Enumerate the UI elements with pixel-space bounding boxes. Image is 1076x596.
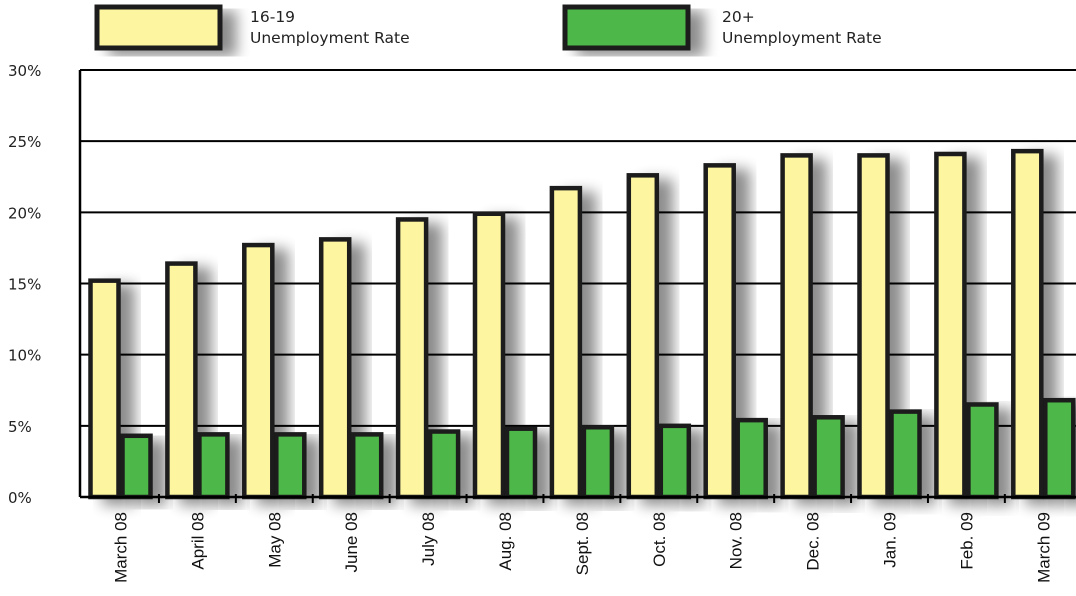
- bar-20-plus: [274, 432, 307, 500]
- x-tick-label: April 08: [188, 512, 207, 570]
- legend: 16-19 Unemployment Rate 20+ Unemployment…: [94, 4, 882, 51]
- y-tick-label: 10%: [8, 347, 41, 365]
- bar-20-plus: [197, 432, 230, 500]
- bar-20-plus: [812, 415, 845, 500]
- x-tick-label: Feb. 09: [957, 512, 976, 570]
- legend-label-16-19-line1: 16-19: [250, 8, 295, 26]
- bar-20-plus: [658, 423, 692, 500]
- bar-20-plus: [504, 426, 538, 500]
- bar-16-19: [165, 261, 198, 500]
- bar-20-plus: [427, 429, 461, 500]
- x-tick-label: Sept. 08: [573, 512, 592, 575]
- bar-16-19: [88, 278, 121, 500]
- bar-20-plus: [120, 433, 153, 500]
- y-axis-ticks: 0% 5% 10% 15% 20% 25% 30%: [8, 62, 41, 507]
- legend-label-16-19-line2: Unemployment Rate: [250, 29, 410, 47]
- x-tick-label: March 09: [1034, 512, 1053, 583]
- bar-16-19: [549, 185, 583, 500]
- legend-swatch-16-19: [94, 4, 223, 51]
- x-tick-label: June 08: [342, 512, 361, 573]
- y-tick-label: 25%: [8, 133, 41, 151]
- y-tick-label: 15%: [8, 276, 41, 294]
- y-tick-label: 0%: [8, 489, 32, 507]
- bar-16-19: [242, 242, 275, 500]
- bar-16-19: [626, 173, 660, 500]
- bar-16-19: [318, 237, 352, 500]
- y-tick-label: 5%: [8, 418, 32, 436]
- bar-16-19: [780, 153, 813, 500]
- bar-20-plus: [735, 417, 768, 500]
- bar-16-19: [395, 217, 429, 500]
- x-axis-ticks: March 08 April 08 May 08 June 08 July 08 Aug.…: [112, 512, 1054, 583]
- x-tick-label: July 08: [419, 512, 438, 566]
- x-tick-label: Oct. 08: [650, 512, 669, 567]
- x-tick-label: Dec. 08: [804, 512, 823, 571]
- bar-16-19: [703, 163, 736, 500]
- x-tick-label: Jan. 09: [881, 512, 900, 568]
- bar-16-19: [857, 153, 890, 500]
- legend-label-20-plus-line2: Unemployment Rate: [722, 29, 882, 47]
- x-tick-label: May 08: [265, 512, 284, 568]
- x-tick-label: March 08: [112, 512, 131, 583]
- bar-20-plus: [581, 425, 615, 500]
- bar-16-19: [934, 151, 967, 500]
- bar-20-plus: [1043, 397, 1076, 500]
- bar-16-19: [472, 211, 506, 500]
- legend-swatch-20-plus: [562, 4, 691, 51]
- bars: [88, 148, 1076, 500]
- bar-20-plus: [350, 432, 384, 500]
- x-tick-label: Nov. 08: [727, 512, 746, 569]
- axes: [78, 70, 1076, 503]
- x-tick-label: Aug. 08: [496, 512, 515, 571]
- legend-label-20-plus-line1: 20+: [722, 8, 755, 26]
- bar-20-plus: [889, 409, 922, 500]
- y-tick-label: 20%: [8, 204, 41, 222]
- y-tick-label: 30%: [8, 62, 41, 80]
- bar-20-plus: [966, 402, 999, 500]
- bar-16-19: [1011, 148, 1044, 500]
